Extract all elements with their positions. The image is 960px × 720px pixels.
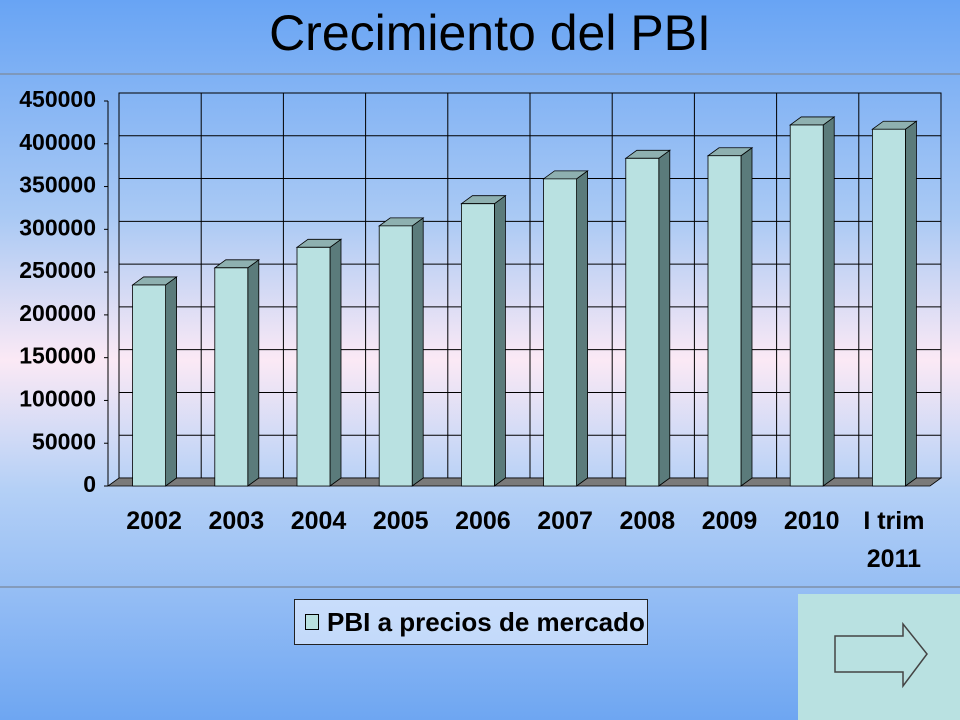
arrow-shape <box>834 621 928 689</box>
x-tick-label: 2010 <box>783 507 840 535</box>
bar-front <box>296 246 331 487</box>
bar-side <box>165 276 178 487</box>
bar-front <box>789 124 824 487</box>
bar-side <box>576 170 588 487</box>
x-tick-label: 2006 <box>455 507 511 535</box>
bar <box>788 116 836 487</box>
bar-front <box>543 178 577 487</box>
bar-front <box>460 203 495 487</box>
bar <box>542 170 589 487</box>
y-tick-label: 250000 <box>19 257 96 283</box>
y-tick-label: 400000 <box>19 129 96 155</box>
legend-label: PBI a precios de mercado <box>327 606 645 637</box>
bar <box>295 238 343 487</box>
y-tick-label: 450000 <box>19 86 96 112</box>
y-tick-label: 0 <box>83 471 96 497</box>
y-tick-label: 350000 <box>19 172 96 198</box>
bar-front <box>378 225 413 487</box>
bar <box>460 194 507 487</box>
x-tick-label: I trim 2011 <box>863 507 925 573</box>
bar <box>213 259 261 487</box>
y-tick-label: 300000 <box>19 214 96 240</box>
y-tick-label: 50000 <box>32 428 96 454</box>
bar-side <box>905 120 917 487</box>
x-tick-label: 2005 <box>372 507 429 535</box>
x-tick-label: 2002 <box>126 507 182 535</box>
bar <box>871 120 918 487</box>
bar-side <box>247 259 260 487</box>
legend: PBI a precios de mercado <box>294 599 648 645</box>
bar <box>377 217 425 487</box>
x-tick-label: 2004 <box>290 507 347 535</box>
bar-front <box>872 128 906 487</box>
bar <box>706 146 754 487</box>
bar-side <box>493 194 506 487</box>
bar <box>624 149 672 487</box>
bar-side <box>658 149 671 487</box>
x-tick-label: 2003 <box>208 507 265 535</box>
bar-front <box>625 157 660 487</box>
bar <box>131 276 178 487</box>
bar-front <box>132 284 167 487</box>
x-tick-label: 2009 <box>701 507 758 535</box>
bar-side <box>740 146 753 487</box>
x-tick-label: 2007 <box>537 507 593 535</box>
bar-side <box>822 116 835 487</box>
bar-front <box>214 267 249 487</box>
bar-side <box>411 217 424 487</box>
y-tick-label: 150000 <box>19 343 96 369</box>
next-button[interactable] <box>798 594 960 720</box>
slide-title: Crecimiento del PBI <box>269 5 711 61</box>
next-arrow <box>834 621 928 689</box>
x-tick-label: 2008 <box>619 507 676 535</box>
bar-side <box>329 238 342 487</box>
legend-swatch <box>305 614 319 630</box>
bar-front <box>707 155 742 487</box>
y-tick-label: 200000 <box>19 300 96 326</box>
y-tick-label: 100000 <box>19 386 96 412</box>
